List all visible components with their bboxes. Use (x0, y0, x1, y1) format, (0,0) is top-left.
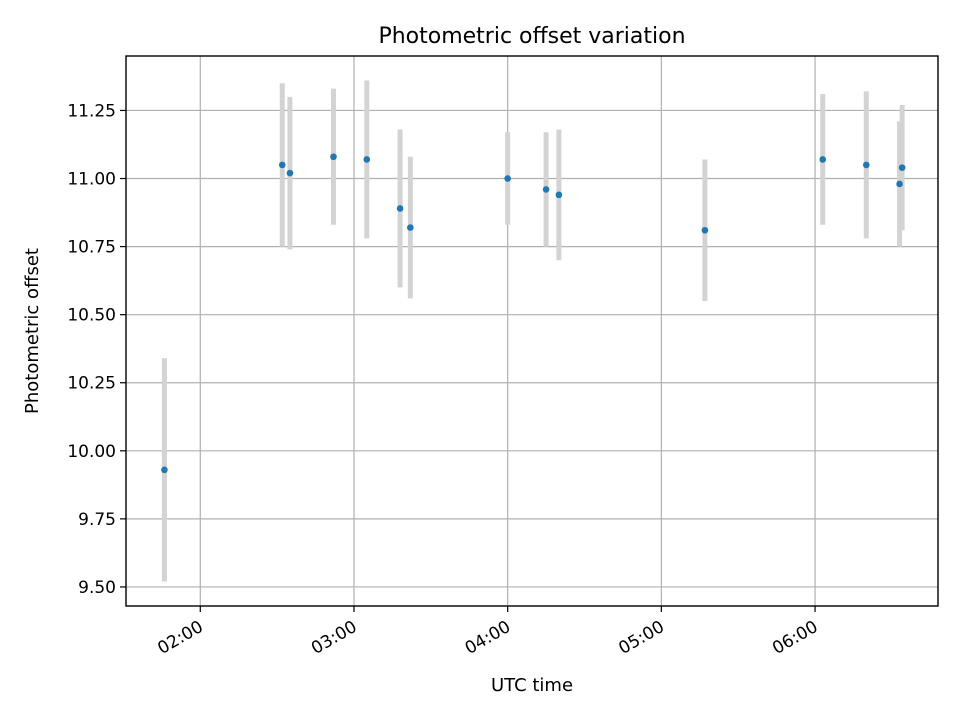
error-bars (161, 80, 905, 582)
data-points (161, 153, 906, 474)
y-tick-label: 10.75 (67, 238, 116, 258)
y-axis-label: Photometric offset (22, 248, 43, 414)
y-tick-label: 10.00 (67, 442, 116, 462)
data-point (396, 205, 404, 212)
x-tick-label: 05:00 (615, 617, 667, 659)
data-point (286, 169, 294, 177)
data-point (555, 191, 563, 199)
data-point (819, 156, 827, 163)
data-point (161, 466, 168, 474)
x-tick-label: 02:00 (154, 617, 206, 659)
data-point (330, 153, 337, 161)
data-point (862, 161, 870, 169)
grid (126, 56, 938, 606)
y-tick-label: 10.25 (67, 374, 116, 394)
x-tick-label: 04:00 (462, 617, 514, 659)
y-tick-label: 9.75 (78, 510, 116, 530)
y-tick-label: 9.50 (78, 578, 116, 598)
x-axis-ticks: 02:00 03:00 04:00 05:00 06:00 (154, 606, 822, 659)
data-point (363, 156, 371, 163)
y-tick-label: 10.50 (67, 306, 116, 326)
data-point (898, 164, 906, 171)
data-point (504, 175, 511, 182)
plot-frame (125, 55, 939, 607)
chart-title: Photometric offset variation (378, 24, 685, 49)
x-tick-label: 03:00 (308, 617, 360, 659)
y-axis-ticks: 9.50 9.75 10.00 10.25 10.50 10.75 11.00 11.25 (67, 101, 126, 598)
data-point (542, 186, 550, 193)
data-point (278, 161, 286, 169)
data-point (701, 226, 709, 234)
data-point (896, 180, 903, 188)
x-axis-label: UTC time (491, 675, 573, 696)
x-tick-label: 06:00 (769, 617, 821, 659)
y-tick-label: 11.00 (67, 170, 116, 190)
y-tick-label: 11.25 (67, 101, 116, 121)
data-point (407, 224, 414, 231)
